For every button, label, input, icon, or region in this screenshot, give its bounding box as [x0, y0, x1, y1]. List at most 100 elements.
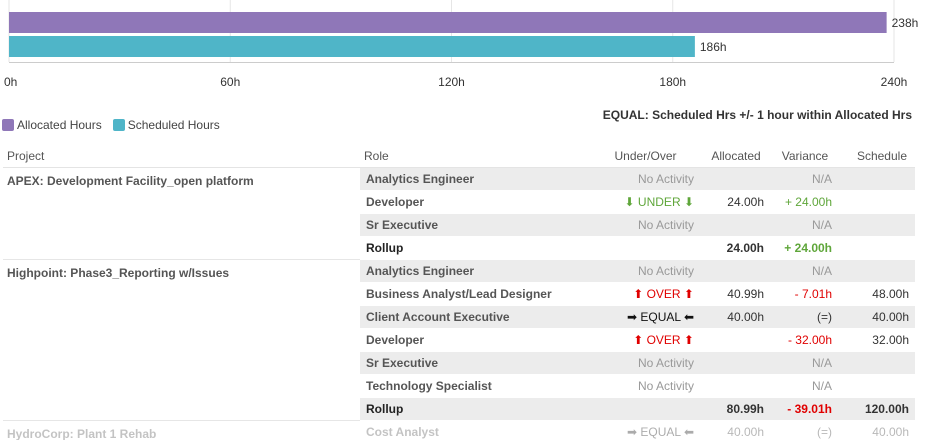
- table-body: APEX: Development Facility_open platform…: [3, 167, 915, 440]
- header-allocated[interactable]: Allocated: [702, 146, 770, 168]
- schedule-cell: [840, 374, 915, 398]
- allocated-cell: 80.99h: [702, 397, 770, 421]
- rollup-row: Rollup 80.99h - 39.01h 120.00h: [3, 397, 915, 421]
- under-over-status-cell: No Activity: [589, 374, 702, 398]
- under-over-status-cell: No Activity: [589, 259, 702, 283]
- table-row: Sr Executive No Activity N/A: [3, 351, 915, 375]
- under-over-status-cell: ⬆ OVER ⬆: [589, 282, 702, 306]
- role-cell: Rollup: [360, 236, 589, 260]
- allocated-cell: 24.00h: [702, 190, 770, 214]
- variance-cell: N/A: [770, 351, 840, 375]
- under-over-status-cell: [589, 397, 702, 421]
- schedule-cell: 120.00h: [840, 397, 915, 421]
- rollup-row: Rollup 24.00h + 24.00h: [3, 236, 915, 260]
- under-over-status-cell: ➡ EQUAL ⬅: [589, 420, 702, 440]
- bar-allocated-hours: [9, 12, 887, 33]
- table-row: Highpoint: Phase3_Reporting w/Issues Anal…: [3, 259, 915, 421]
- project-name-cell[interactable]: Highpoint: Phase3_Reporting w/Issues: [3, 259, 360, 421]
- role-cell: Business Analyst/Lead Designer: [360, 282, 589, 306]
- schedule-cell: [840, 167, 915, 191]
- schedule-cell: [840, 259, 915, 283]
- schedule-cell: 40.00h: [840, 420, 915, 440]
- schedule-cell: 40.00h: [840, 305, 915, 329]
- under-over-status-cell: [589, 236, 702, 260]
- under-over-status-cell: ⬆ OVER ⬆: [589, 328, 702, 352]
- role-hours-table-container: Project Role Under/Over Allocated Varian…: [3, 146, 915, 440]
- allocated-cell: [702, 167, 770, 191]
- schedule-cell: [840, 236, 915, 260]
- variance-cell: N/A: [770, 374, 840, 398]
- under-over-status-cell: No Activity: [589, 167, 702, 191]
- under-over-status-cell: No Activity: [589, 213, 702, 237]
- under-over-status-cell: ➡ EQUAL ⬅: [589, 305, 702, 329]
- variance-cell: N/A: [770, 259, 840, 283]
- x-tick-label: 240h: [881, 75, 908, 89]
- variance-cell: - 7.01h: [770, 282, 840, 306]
- header-under-over[interactable]: Under/Over: [589, 146, 702, 168]
- schedule-cell: [840, 213, 915, 237]
- variance-cell: - 39.01h: [770, 397, 840, 421]
- x-tick-label: 120h: [438, 75, 465, 89]
- allocated-cell: [702, 259, 770, 283]
- schedule-cell: [840, 190, 915, 214]
- role-cell: Technology Specialist: [360, 374, 589, 398]
- x-tick-label: 0h: [4, 75, 17, 89]
- variance-cell: - 32.00h: [770, 328, 840, 352]
- x-tick-label: 180h: [659, 75, 686, 89]
- role-cell: Rollup: [360, 397, 589, 421]
- role-cell: Client Account Executive: [360, 305, 589, 329]
- allocated-cell: 24.00h: [702, 236, 770, 260]
- legend-swatch-scheduled: [112, 119, 125, 131]
- variance-cell: + 24.00h: [770, 236, 840, 260]
- variance-cell: N/A: [770, 213, 840, 237]
- legend-item-allocated[interactable]: Allocated Hours: [2, 118, 102, 132]
- x-tick-label: 60h: [220, 75, 240, 89]
- allocated-cell: [702, 328, 770, 352]
- role-cell: Analytics Engineer: [360, 167, 589, 191]
- allocated-cell: [702, 374, 770, 398]
- project-name-cell[interactable]: HydroCorp: Plant 1 Rehab: [3, 420, 360, 440]
- schedule-cell: 32.00h: [840, 328, 915, 352]
- role-cell: Developer: [360, 328, 589, 352]
- allocated-cell: 40.00h: [702, 420, 770, 440]
- table-row: Client Account Executive ➡ EQUAL ⬅ 40.00h(…: [3, 305, 915, 329]
- allocated-cell: 40.99h: [702, 282, 770, 306]
- role-cell: Sr Executive: [360, 351, 589, 375]
- table-row: Business Analyst/Lead Designer ⬆ OVER ⬆ 40…: [3, 282, 915, 306]
- legend-swatch-allocated: [2, 119, 14, 131]
- legend-label-scheduled: Scheduled Hours: [127, 118, 220, 132]
- table-row: Developer ⬆ OVER ⬆ - 32.00h 32.00h: [3, 328, 915, 352]
- variance-cell: + 24.00h: [770, 190, 840, 214]
- header-project[interactable]: Project: [3, 146, 360, 168]
- role-cell: Cost Analyst: [360, 420, 589, 440]
- table-row: Sr Executive No Activity N/A: [3, 213, 915, 237]
- role-hours-table: Project Role Under/Over Allocated Varian…: [3, 146, 915, 440]
- allocated-cell: [702, 351, 770, 375]
- legend-item-scheduled[interactable]: Scheduled Hours: [112, 118, 220, 132]
- table-row: Technology Specialist No Activity N/A: [3, 374, 915, 398]
- bar-value-label: 238h: [892, 16, 919, 30]
- project-name-cell[interactable]: APEX: Development Facility_open platform: [3, 167, 360, 260]
- role-cell: Analytics Engineer: [360, 259, 589, 283]
- table-row: HydroCorp: Plant 1 Rehab Cost Analyst ➡ EQ…: [3, 420, 915, 440]
- header-schedule[interactable]: Schedule: [840, 146, 915, 168]
- schedule-cell: [840, 351, 915, 375]
- hours-bar-chart: 238h 186h 0h 60h 120h 180h 240h: [4, 0, 919, 89]
- under-over-status-cell: ⬇ UNDER ⬇: [589, 190, 702, 214]
- variance-cell: (=): [770, 305, 840, 329]
- under-over-status-cell: No Activity: [589, 351, 702, 375]
- role-cell: Sr Executive: [360, 213, 589, 237]
- bar-scheduled-hours: [9, 36, 695, 57]
- legend-label-allocated: Allocated Hours: [17, 118, 102, 132]
- chart-legend: Allocated Hours Scheduled Hours: [2, 117, 231, 133]
- variance-cell: N/A: [770, 167, 840, 191]
- variance-cell: (=): [770, 420, 840, 440]
- table-header-row: Project Role Under/Over Allocated Varian…: [3, 146, 915, 168]
- table-row: Developer ⬇ UNDER ⬇ 24.00h + 24.00h: [3, 190, 915, 214]
- header-role[interactable]: Role: [360, 146, 589, 168]
- table-row: APEX: Development Facility_open platform…: [3, 167, 915, 260]
- equal-definition-note: EQUAL: Scheduled Hrs +/- 1 hour within A…: [602, 108, 912, 122]
- header-variance[interactable]: Variance: [770, 146, 840, 168]
- role-cell: Developer: [360, 190, 589, 214]
- bar-value-label: 186h: [700, 40, 727, 54]
